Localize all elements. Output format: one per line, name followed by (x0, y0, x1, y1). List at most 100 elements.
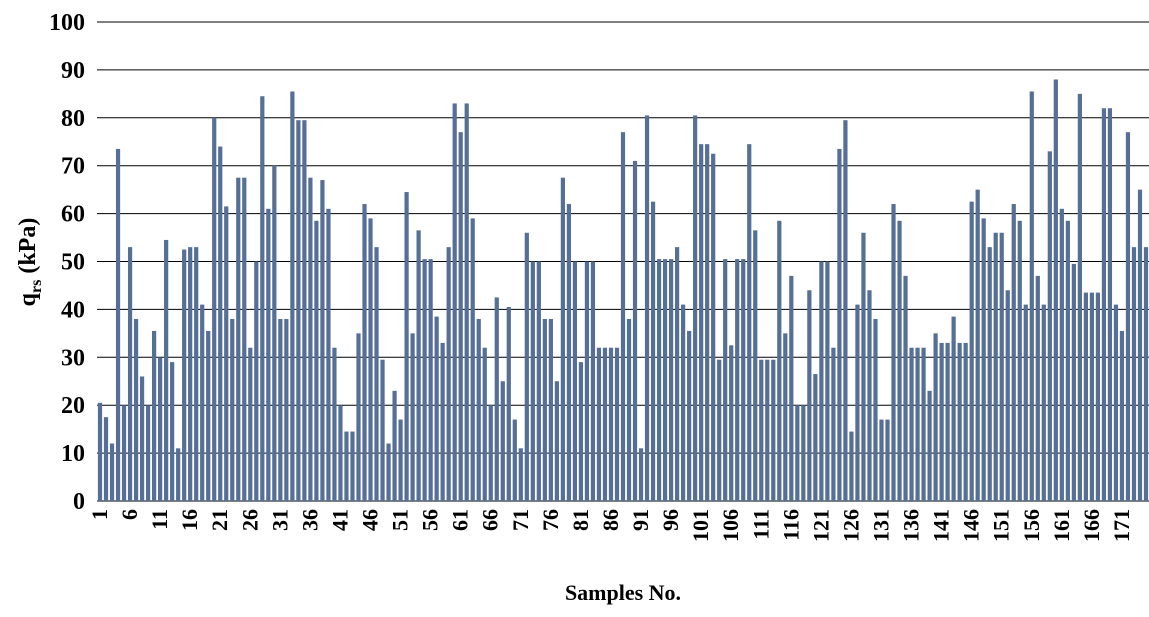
bar (1089, 292, 1094, 501)
bar (488, 405, 493, 501)
bar (416, 230, 421, 502)
bar (512, 419, 517, 501)
bar (813, 374, 818, 501)
bar (560, 177, 565, 502)
x-tick-label: 51 (388, 509, 413, 531)
x-tick-label: 6 (117, 509, 142, 520)
bar (434, 316, 439, 501)
bar (975, 189, 980, 501)
bar (212, 117, 217, 502)
bar (566, 204, 572, 501)
bar (145, 405, 151, 501)
bar (1041, 304, 1046, 501)
y-tick-label: 0 (73, 489, 85, 515)
bar (783, 333, 788, 501)
bar (825, 261, 830, 501)
y-tick-label: 40 (61, 297, 85, 323)
bar (302, 120, 307, 501)
bar (440, 342, 445, 501)
y-tick-label: 50 (61, 250, 85, 276)
bar (590, 261, 596, 501)
x-tick-label: 156 (1019, 509, 1044, 542)
bar (843, 120, 848, 501)
y-axis-title-sub: rs (28, 280, 45, 293)
bar (386, 443, 391, 501)
bar (1107, 108, 1113, 501)
bar (200, 304, 205, 501)
bar (308, 177, 313, 502)
bar (536, 261, 541, 501)
bar (1119, 330, 1125, 501)
bar (711, 153, 716, 501)
bar (530, 261, 535, 501)
x-tick-label: 161 (1049, 509, 1074, 542)
bar (1065, 220, 1070, 501)
y-tick-label: 10 (61, 441, 85, 467)
bar (1059, 208, 1064, 501)
bar (380, 359, 385, 501)
bar (266, 208, 271, 501)
bar (723, 259, 728, 501)
bar (103, 417, 109, 501)
x-tick-label: 116 (778, 509, 803, 541)
bar (422, 259, 427, 501)
bar (127, 247, 133, 501)
y-axis-title-unit: (kPa) (15, 218, 41, 280)
x-tick-label: 56 (418, 509, 443, 531)
bar (771, 359, 776, 501)
bar (662, 259, 668, 501)
y-tick-label: 90 (61, 58, 85, 84)
bar (999, 232, 1004, 501)
bar (344, 431, 349, 501)
bar (951, 316, 956, 501)
x-tick-label: 111 (748, 509, 773, 540)
bar (176, 448, 181, 501)
bar (753, 230, 758, 502)
bar (668, 259, 674, 501)
bar (224, 206, 229, 502)
bar (139, 376, 145, 501)
bar (1017, 220, 1022, 501)
x-tick-label: 61 (448, 509, 473, 531)
bar (320, 180, 325, 501)
bar (602, 347, 608, 501)
bar (1023, 304, 1028, 501)
bar (97, 402, 103, 501)
bar (206, 330, 211, 501)
bar (650, 201, 656, 501)
y-tick-label: 20 (61, 393, 85, 419)
bar (1095, 292, 1101, 501)
x-tick-label: 31 (267, 509, 292, 531)
bar (194, 247, 199, 501)
bar (674, 247, 680, 501)
bar (278, 318, 283, 501)
bar (542, 318, 547, 501)
bar (188, 247, 193, 501)
bar (410, 333, 415, 501)
bar (1101, 108, 1107, 501)
bar (1035, 275, 1040, 501)
x-tick-label: 96 (658, 509, 683, 531)
bar (1071, 263, 1076, 501)
y-tick-label: 70 (61, 154, 85, 180)
bar (795, 405, 800, 501)
bar (109, 443, 115, 501)
bar (296, 120, 301, 501)
bar (158, 357, 163, 501)
bar (254, 261, 259, 501)
bar (873, 318, 878, 501)
bar (705, 144, 710, 501)
bar (584, 261, 590, 501)
bar (729, 345, 734, 501)
bar (115, 148, 121, 501)
bar (927, 390, 932, 501)
bar (693, 115, 698, 501)
y-tick-label: 100 (49, 10, 85, 36)
bar (945, 342, 950, 501)
bar (230, 318, 235, 501)
bar (248, 347, 253, 501)
x-tick-label: 21 (207, 509, 232, 531)
bar (596, 347, 602, 501)
bar (1143, 247, 1149, 501)
bar (747, 144, 752, 501)
